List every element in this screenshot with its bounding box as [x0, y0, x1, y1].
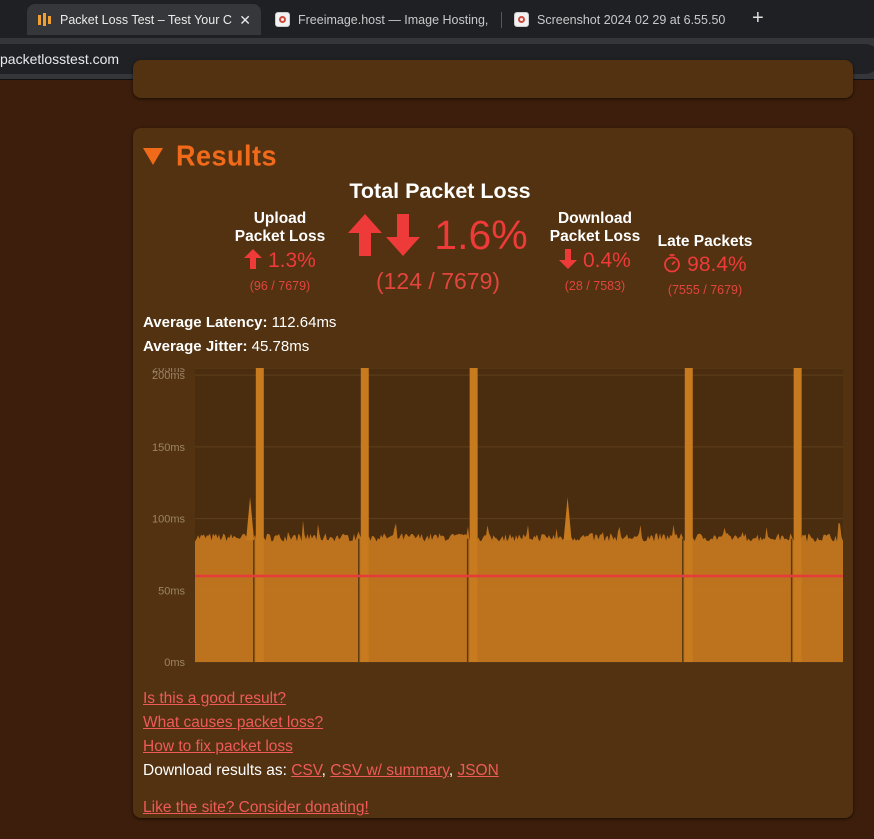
- chart-y-tick-label: 100ms: [152, 514, 186, 526]
- chart-y-tick-label: 205ms: [152, 368, 186, 375]
- previous-panel: [133, 60, 853, 98]
- total-packet-loss: 1.6% (124 / 7679): [338, 212, 538, 295]
- tab-title: Screenshot 2024 02 29 at 6.55.50: [537, 12, 726, 27]
- csv-download-link[interactable]: CSV: [291, 762, 322, 779]
- chart-y-tick-label: 0ms: [164, 657, 185, 668]
- image-favicon-icon: [514, 12, 529, 27]
- page-content: Results Upload Packet Loss 1.3% (96 / 76…: [0, 60, 874, 839]
- average-jitter-value: 45.78ms: [251, 338, 310, 355]
- browser-tab-strip: Packet Loss Test – Test Your C ✕ Freeima…: [0, 0, 874, 38]
- donate-link[interactable]: Like the site? Consider donating!: [143, 799, 369, 816]
- good-result-link[interactable]: Is this a good result?: [143, 690, 287, 707]
- tab-title: Packet Loss Test – Test Your C: [60, 12, 232, 27]
- tab-title: Freeimage.host — Image Hosting,: [298, 12, 489, 27]
- chart-y-tick-label: 150ms: [152, 442, 186, 454]
- download-results-label: Download results as:: [143, 762, 292, 779]
- average-jitter-label: Average Jitter:: [143, 338, 248, 355]
- packet-loss-causes-link[interactable]: What causes packet loss?: [143, 714, 324, 731]
- chart-latency-spike: [360, 368, 369, 662]
- results-panel: Results Upload Packet Loss 1.3% (96 / 76…: [133, 128, 853, 818]
- download-fraction: (28 / 7583): [564, 279, 626, 293]
- tab-packet-loss-test[interactable]: Packet Loss Test – Test Your C ✕: [27, 4, 261, 35]
- url-text[interactable]: packetlosstest.com: [0, 51, 120, 67]
- upload-packet-loss: Upload Packet Loss 1.3% (96 / 7679): [220, 210, 340, 293]
- results-toggle[interactable]: Results: [143, 140, 278, 172]
- chart-latency-spike: [469, 368, 478, 662]
- tab-separator: [501, 12, 502, 28]
- download-percent: 0.4%: [582, 249, 631, 272]
- download-packet-loss: Download Packet Loss 0.4% (28 / 7583): [535, 210, 655, 293]
- average-jitter: Average Jitter: 45.78ms: [143, 338, 309, 355]
- chart-y-tick-label: 50ms: [158, 585, 185, 597]
- download-arrow-icon: [386, 214, 421, 256]
- download-label-line2: Packet Loss: [549, 228, 641, 245]
- download-arrow-icon: [559, 249, 578, 269]
- separator-comma: ,: [448, 762, 458, 779]
- average-latency: Average Latency: 112.64ms: [143, 314, 336, 331]
- separator-comma: ,: [321, 762, 331, 779]
- late-packets: Late Packets 98.4% (7555 / 7679): [644, 233, 766, 297]
- late-packets-label: Late Packets: [657, 233, 753, 250]
- chart-latency-bump: [563, 497, 572, 541]
- new-tab-icon[interactable]: +: [752, 7, 764, 29]
- tab-screenshot[interactable]: Screenshot 2024 02 29 at 6.55.50: [504, 4, 736, 35]
- results-links: Is this a good result? What causes packe…: [143, 687, 499, 820]
- csv-summary-download-link[interactable]: CSV w/ summary: [330, 762, 449, 779]
- total-percent: 1.6%: [434, 212, 528, 258]
- tab-freeimage[interactable]: Freeimage.host — Image Hosting,: [265, 4, 497, 35]
- stopwatch-icon: [664, 254, 681, 273]
- chart-latency-bump: [246, 497, 255, 541]
- fix-packet-loss-link[interactable]: How to fix packet loss: [143, 738, 293, 755]
- upload-arrow-icon: [348, 214, 383, 256]
- chart-latency-area: [195, 520, 843, 662]
- packet-loss-favicon-icon: [37, 12, 52, 27]
- image-favicon-icon: [275, 12, 290, 27]
- late-fraction: (7555 / 7679): [667, 283, 743, 297]
- upload-percent: 1.3%: [267, 249, 316, 272]
- collapse-triangle-icon: [143, 148, 163, 165]
- chart-latency-spike: [793, 368, 802, 662]
- chart-latency-spike: [255, 368, 264, 662]
- json-download-link[interactable]: JSON: [457, 762, 499, 779]
- average-latency-label: Average Latency:: [143, 314, 268, 331]
- average-latency-value: 112.64ms: [271, 314, 337, 331]
- upload-label-line2: Packet Loss: [234, 228, 326, 245]
- late-percent: 98.4%: [687, 253, 747, 276]
- download-label-line1: Download: [557, 210, 633, 227]
- results-heading: Results: [176, 140, 278, 172]
- upload-arrow-icon: [244, 249, 263, 269]
- upload-fraction: (96 / 7679): [249, 279, 311, 293]
- upload-label-line1: Upload: [253, 210, 307, 227]
- close-tab-icon[interactable]: ✕: [239, 12, 251, 28]
- chart-y-tick-label: 200ms: [152, 370, 186, 382]
- download-results-row: Download results as: CSV, CSV w/ summary…: [143, 759, 499, 783]
- total-fraction: (124 / 7679): [375, 268, 501, 294]
- chart-latency-spike: [684, 368, 693, 662]
- total-packet-loss-label: Total Packet Loss: [349, 179, 531, 203]
